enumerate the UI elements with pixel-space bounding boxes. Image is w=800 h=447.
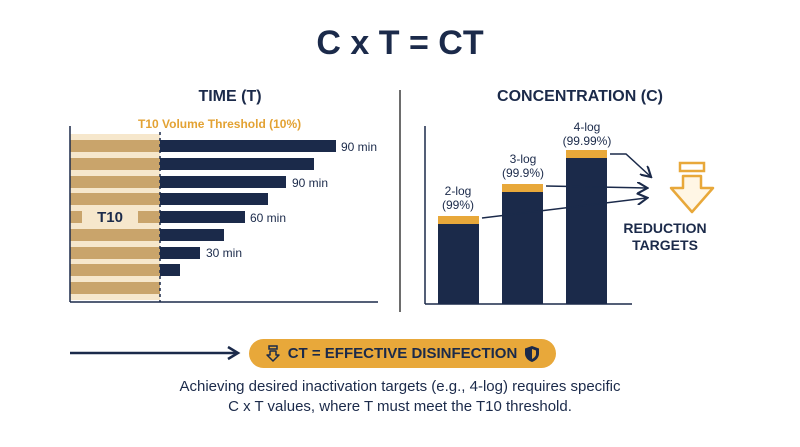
time-label: 60 min: [250, 211, 287, 225]
bar-log-text: 4-log: [573, 120, 601, 134]
stripe: [70, 176, 160, 188]
shield-icon: [525, 345, 540, 362]
bar-label-4log: 4-log (99.99%): [552, 120, 622, 148]
time-bar: [160, 158, 314, 170]
conc-bar-2log: [438, 216, 479, 304]
caption-line-2: C x T values, where T must meet the T10 …: [228, 398, 572, 415]
stripe: [70, 282, 160, 294]
caption-line-1: Achieving desired inactivation targets (…: [179, 378, 621, 395]
time-bar: [160, 229, 224, 241]
arrow-right-icon: [481, 198, 646, 219]
page-title: C x T = CT: [316, 24, 484, 62]
arrow-right-icon: [610, 153, 650, 176]
bar-pct-text: (99%): [441, 198, 474, 212]
bar-label-3log: 3-log (99.9%): [490, 152, 556, 180]
reduction-line-2: TARGETS: [632, 237, 698, 253]
time-section-title: TIME (T): [198, 88, 262, 105]
time-bar: [160, 211, 245, 223]
stripe: [70, 158, 160, 170]
bar-pct-text: (99.99%): [562, 134, 612, 148]
bar-log-text: 3-log: [509, 152, 537, 166]
time-bar: [160, 193, 268, 205]
conc-bars: [438, 150, 607, 304]
conc-bar-3log: [502, 184, 543, 304]
conc-bar-4log: [566, 150, 607, 304]
badge-text: CT = EFFECTIVE DISINFECTION: [287, 345, 518, 362]
bar-pct-text: (99.9%): [501, 166, 545, 180]
bar-log-text: 2-log: [444, 184, 472, 198]
time-bars: [160, 140, 336, 276]
down-arrow-icon: [669, 161, 715, 214]
reduction-line-1: REDUCTION: [623, 220, 707, 236]
ct-badge: CT = EFFECTIVE DISINFECTION: [249, 339, 556, 368]
stripe: [70, 193, 160, 205]
arrow-right-icon: [545, 186, 646, 188]
conc-bar-2log-cap: [438, 216, 479, 224]
time-bar: [160, 176, 286, 188]
concentration-section-title: CONCENTRATION (C): [497, 88, 663, 105]
time-bar: [160, 264, 180, 276]
stripe: [70, 140, 160, 152]
stripe: [70, 247, 160, 259]
caption: Achieving desired inactivation targets (…: [0, 377, 800, 417]
bar-label-2log: 2-log (99%): [428, 184, 488, 212]
threshold-label: T10 Volume Threshold (10%): [138, 117, 302, 131]
conc-bar-3log-cap: [502, 184, 543, 192]
target-arrows: [481, 153, 650, 219]
time-bar: [160, 140, 336, 152]
reduction-targets-label: REDUCTION TARGETS: [600, 220, 730, 254]
stripe: [70, 229, 160, 241]
t10-stripes: [70, 140, 160, 294]
time-label: 90 min: [292, 176, 329, 190]
down-arrow-icon: [265, 344, 280, 362]
stripe: [70, 264, 160, 276]
conc-bar-4log-cap: [566, 150, 607, 158]
t10-label: T10: [82, 207, 138, 227]
time-label: 90 min: [341, 140, 378, 154]
panel-divider: [399, 90, 401, 312]
arrow-right-icon: [227, 345, 241, 361]
time-bar: [160, 247, 200, 259]
time-label: 30 min: [206, 246, 243, 260]
